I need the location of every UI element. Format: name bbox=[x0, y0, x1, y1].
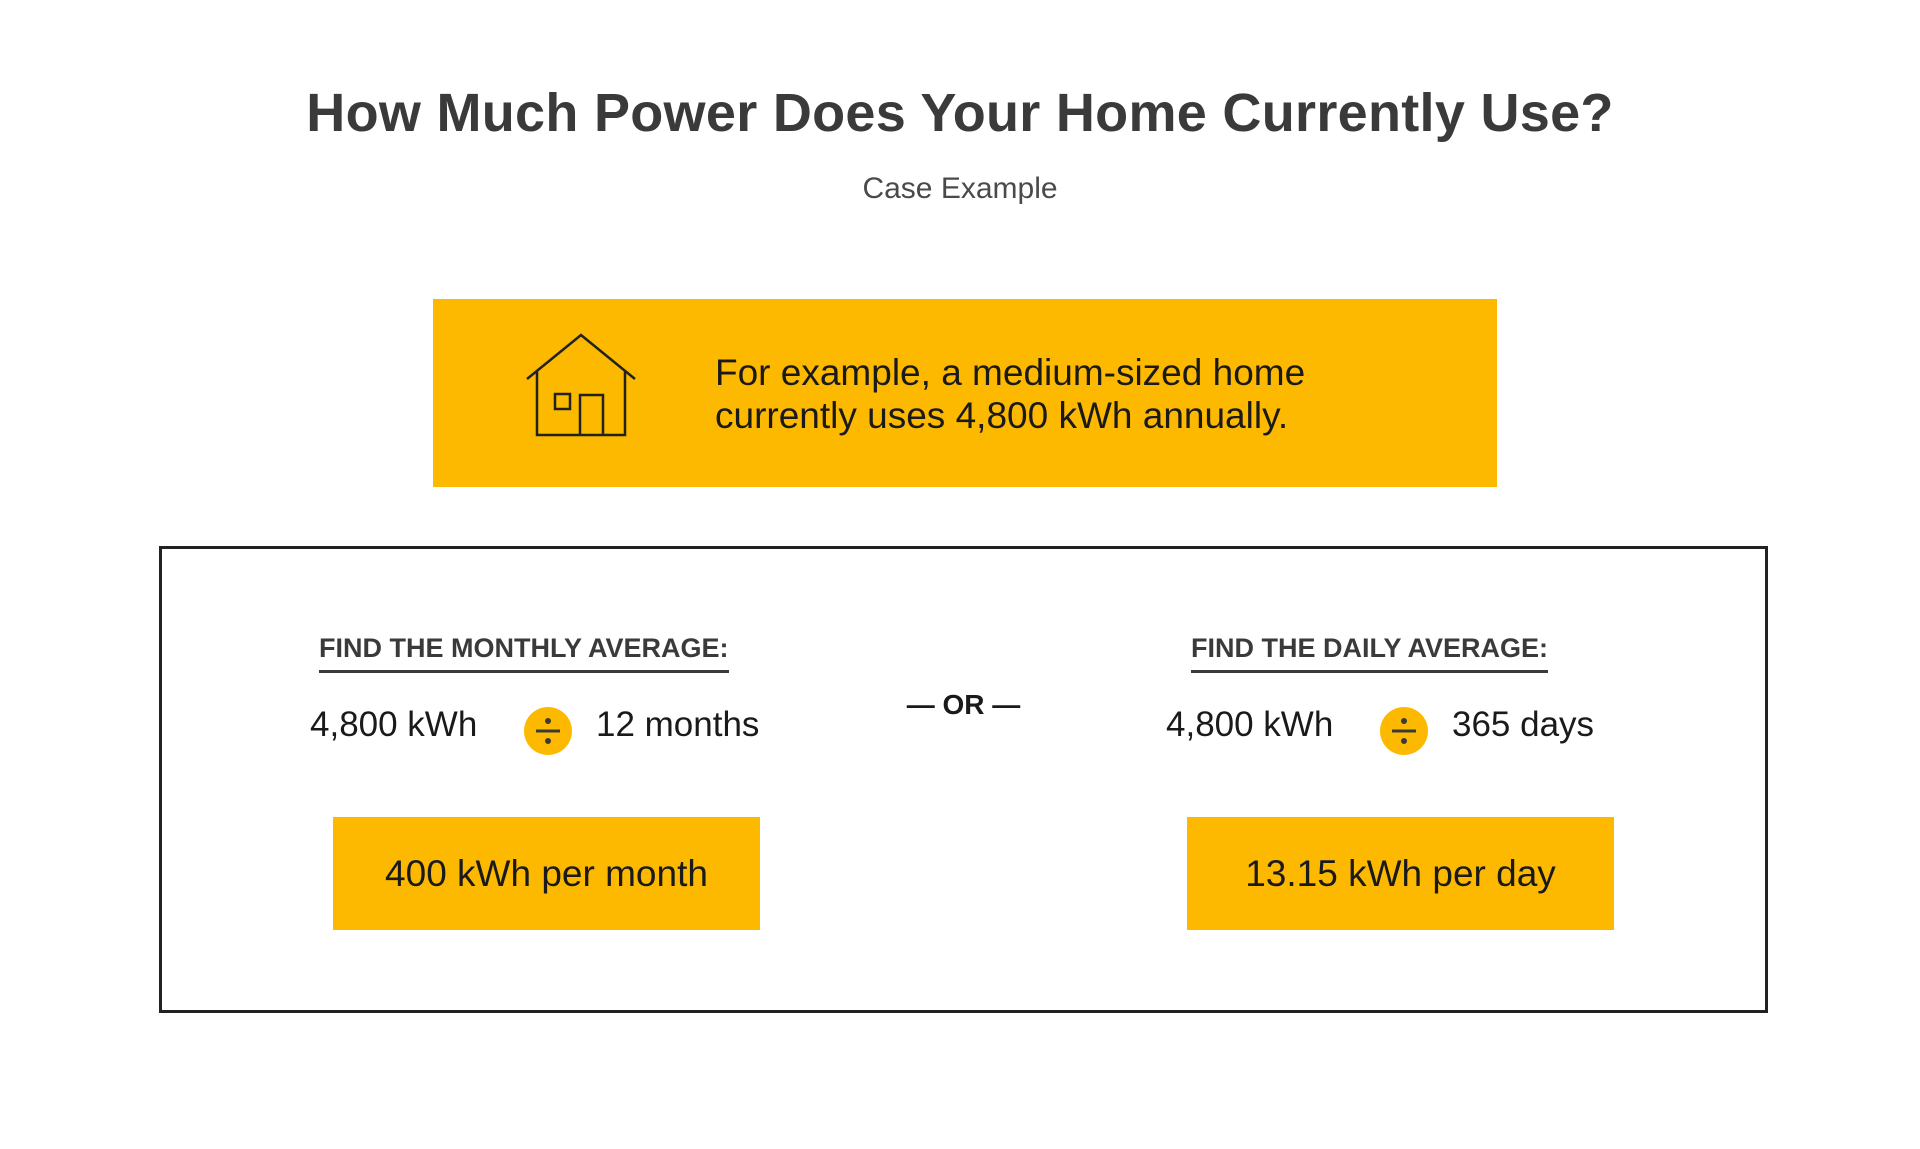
page-subtitle: Case Example bbox=[862, 172, 1058, 205]
monthly-heading: FIND THE MONTHLY AVERAGE: bbox=[319, 633, 729, 673]
daily-result: 13.15 kWh per day bbox=[1187, 817, 1614, 930]
example-text: For example, a medium-sized home current… bbox=[715, 351, 1455, 437]
example-line-1: For example, a medium-sized home bbox=[715, 352, 1306, 393]
daily-dividend: 4,800 kWh bbox=[1166, 705, 1334, 744]
page-title: How Much Power Does Your Home Currently … bbox=[306, 83, 1614, 143]
monthly-result: 400 kWh per month bbox=[333, 817, 760, 930]
divide-icon bbox=[1380, 707, 1428, 755]
daily-divisor: 365 days bbox=[1452, 705, 1595, 744]
or-separator: — OR — bbox=[906, 689, 1021, 720]
example-banner: For example, a medium-sized home current… bbox=[433, 299, 1497, 487]
house-icon bbox=[526, 333, 636, 437]
calculation-panel: FIND THE MONTHLY AVERAGE: 4,800 kWh 12 m… bbox=[159, 546, 1768, 1013]
monthly-divisor: 12 months bbox=[596, 705, 760, 744]
monthly-dividend: 4,800 kWh bbox=[310, 705, 478, 744]
divide-icon bbox=[524, 707, 572, 755]
daily-heading: FIND THE DAILY AVERAGE: bbox=[1191, 633, 1549, 673]
example-line-2: currently uses 4,800 kWh annually. bbox=[715, 395, 1289, 436]
